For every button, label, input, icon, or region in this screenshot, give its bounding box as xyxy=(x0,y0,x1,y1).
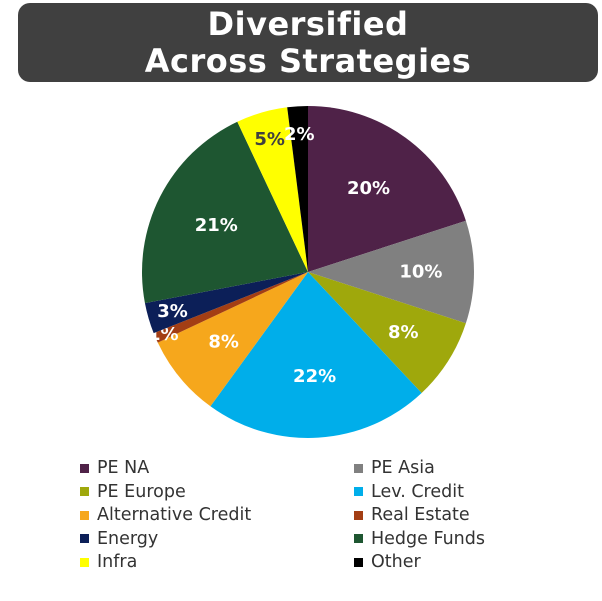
pie-slice-pe-europe xyxy=(308,272,466,394)
legend-label: PE Asia xyxy=(371,458,435,478)
legend-swatch xyxy=(354,534,363,543)
data-label-pe-europe: 8% xyxy=(388,322,419,343)
legend-item-other: Other xyxy=(354,551,421,573)
legend-swatch xyxy=(80,557,89,567)
data-label-infra: 5% xyxy=(254,129,285,150)
legend-label: Other xyxy=(371,552,421,572)
legend-swatch xyxy=(80,534,89,543)
legend-label: PE Europe xyxy=(97,481,186,502)
legend-swatch xyxy=(354,487,363,496)
pie-slice-hedge-funds xyxy=(141,121,308,304)
legend-item-pe-asia: PE Asia xyxy=(354,457,435,479)
legend-item-infra: Infra xyxy=(80,551,137,573)
legend-label: Alternative Credit xyxy=(97,505,252,525)
data-label-energy: 3% xyxy=(157,301,188,322)
data-label-pe-asia: 10% xyxy=(399,262,442,283)
legend-item-energy: Energy xyxy=(80,528,158,550)
legend-label: Hedge Funds xyxy=(371,528,485,549)
data-label-lev-credit: 22% xyxy=(293,366,336,387)
legend-swatch xyxy=(80,487,89,496)
legend-item-hedge-funds: Hedge Funds xyxy=(354,528,485,550)
legend-item-lev-credit: Lev. Credit xyxy=(354,481,464,503)
data-label-hedge-funds: 21% xyxy=(195,215,238,236)
data-label-alternative-credit: 8% xyxy=(208,331,239,352)
chart-title: Diversified Across Strategies xyxy=(144,4,472,80)
legend-label: Energy xyxy=(97,528,159,549)
pie-slice-pe-asia xyxy=(308,220,475,324)
pie-slice-energy xyxy=(144,272,308,334)
legend-label: Real Estate xyxy=(371,505,470,525)
legend-swatch xyxy=(354,510,363,520)
pie-slice-real-estate xyxy=(153,272,308,343)
pie-slice-pe-na xyxy=(308,106,466,272)
legend-item-alternative-credit: Alternative Credit xyxy=(80,504,251,526)
data-label-other: 2% xyxy=(284,124,315,145)
legend-swatch xyxy=(80,463,89,473)
title-banner: Diversified Across Strategies xyxy=(18,3,598,82)
legend-item-pe-europe: PE Europe xyxy=(80,481,186,503)
legend-label: Lev. Credit xyxy=(371,481,464,502)
legend-swatch xyxy=(354,463,363,473)
pie-slice-alternative-credit xyxy=(157,272,308,407)
legend-swatch xyxy=(80,510,89,520)
pie-slice-lev-credit xyxy=(210,272,422,438)
legend-label: PE NA xyxy=(97,458,150,478)
legend-item-pe-na: PE NA xyxy=(80,457,149,479)
pie-slice-infra xyxy=(237,107,308,272)
legend-item-real-estate: Real Estate xyxy=(354,504,470,526)
legend-swatch xyxy=(354,557,363,567)
pie-slice-other xyxy=(287,106,308,272)
legend-label: Infra xyxy=(97,552,138,572)
data-label-pe-na: 20% xyxy=(347,178,390,199)
